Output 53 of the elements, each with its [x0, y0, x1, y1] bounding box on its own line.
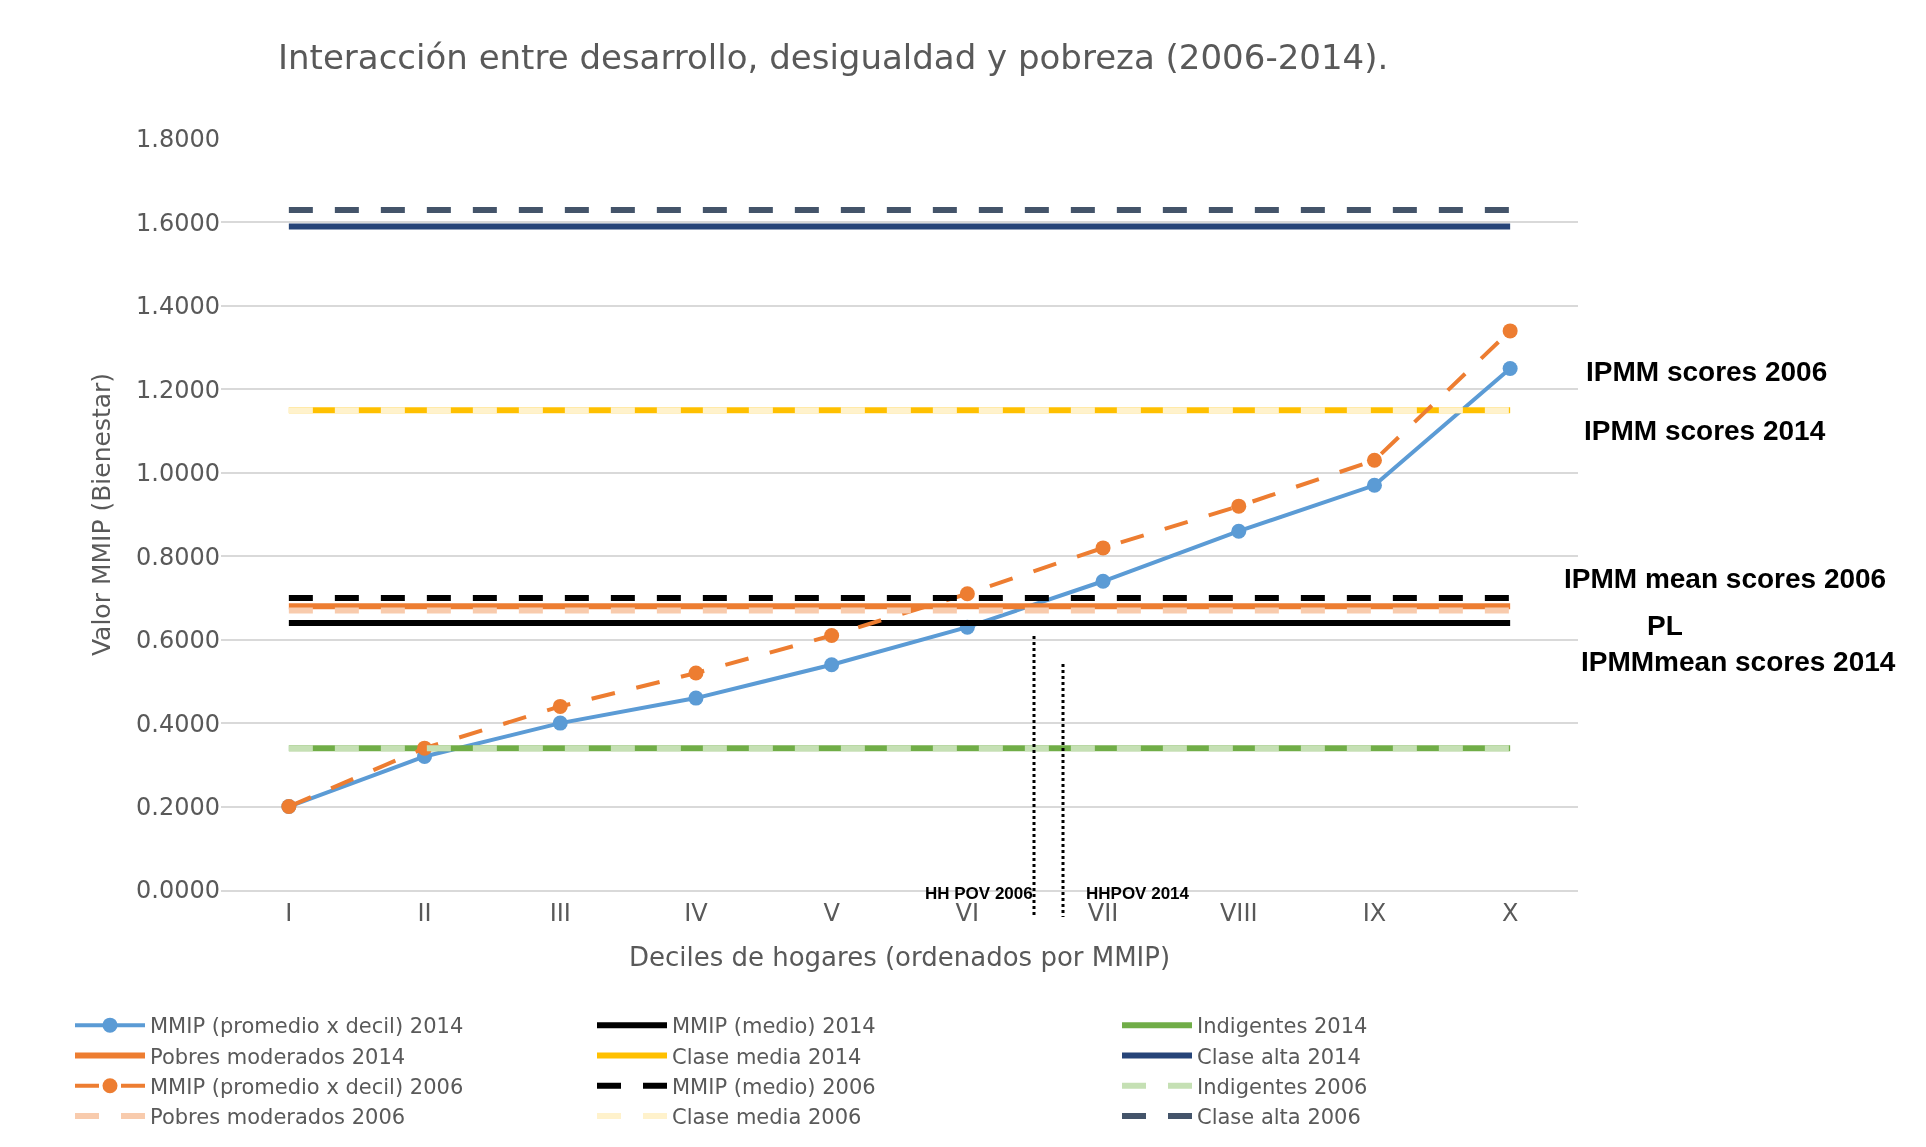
x-tick-label: IX: [1362, 898, 1387, 927]
y-tick-label: 0.0000: [136, 876, 220, 905]
x-tick-label: II: [417, 898, 432, 927]
annotation: IPMM mean scores 2006: [1564, 563, 1887, 594]
point: [1366, 477, 1382, 493]
point: [688, 665, 704, 681]
x-tick-label: X: [1501, 898, 1519, 927]
y-axis-title: Valor MMIP (Bienestar): [86, 372, 116, 657]
x-tick-label: V: [823, 898, 841, 927]
point: [1231, 523, 1247, 539]
x-tick-label: III: [549, 898, 571, 927]
legend-label: Indigentes 2014: [1197, 1014, 1368, 1039]
x-tick-label: I: [285, 898, 293, 927]
legend-label: Clase media 2014: [672, 1044, 862, 1069]
point: [1366, 452, 1382, 468]
point: [1231, 498, 1247, 514]
legend-label: MMIP (promedio x decil) 2014: [150, 1014, 464, 1039]
y-tick-label: 0.4000: [136, 709, 220, 738]
point: [1095, 540, 1111, 556]
x-axis-title: Deciles de hogares (ordenados por MMIP): [628, 941, 1171, 972]
legend-label: Clase alta 2014: [1197, 1044, 1361, 1069]
point: [824, 657, 840, 673]
legend-label: Clase alta 2006: [1197, 1105, 1361, 1130]
text: PL: [1647, 610, 1683, 641]
legend-label: MMIP (medio) 2014: [672, 1014, 876, 1039]
point: [1502, 323, 1518, 339]
legend-label: Pobres moderados 2006: [150, 1105, 406, 1130]
legend-label: Clase media 2006: [672, 1105, 862, 1130]
point: [552, 698, 568, 714]
y-tick-label: 0.6000: [136, 626, 220, 655]
text: IPMMmean scores 2014: [1581, 646, 1896, 677]
y-tick-label: 1.2000: [136, 375, 220, 404]
legend-label: Indigentes 2006: [1197, 1074, 1368, 1099]
point: [1095, 573, 1111, 589]
legend-label: Pobres moderados 2014: [150, 1044, 406, 1069]
point: [552, 715, 568, 731]
x-tick-label: VIII: [1219, 898, 1258, 927]
text: IPMM scores 2006: [1586, 356, 1828, 387]
y-tick-label: 0.2000: [136, 792, 220, 821]
legend-label: MMIP (promedio x decil) 2006: [150, 1074, 464, 1099]
point: [824, 627, 840, 643]
y-tick-label: 0.8000: [136, 542, 220, 571]
x-tick-label: IV: [684, 898, 709, 927]
point: [688, 690, 704, 706]
chart-title: Interacción entre desarrollo, desigualdad y pobreza (2006-2014).: [278, 36, 1389, 77]
legend-label: MMIP (medio) 2006: [672, 1074, 876, 1099]
y-tick-label: 1.0000: [136, 459, 220, 488]
y-tick-label: 1.8000: [136, 125, 220, 154]
text: IPMM scores 2014: [1584, 415, 1826, 446]
point: [1502, 360, 1518, 376]
y-tick-label: 1.4000: [136, 292, 220, 321]
point: [959, 586, 975, 602]
y-tick-label: 1.6000: [136, 208, 220, 237]
